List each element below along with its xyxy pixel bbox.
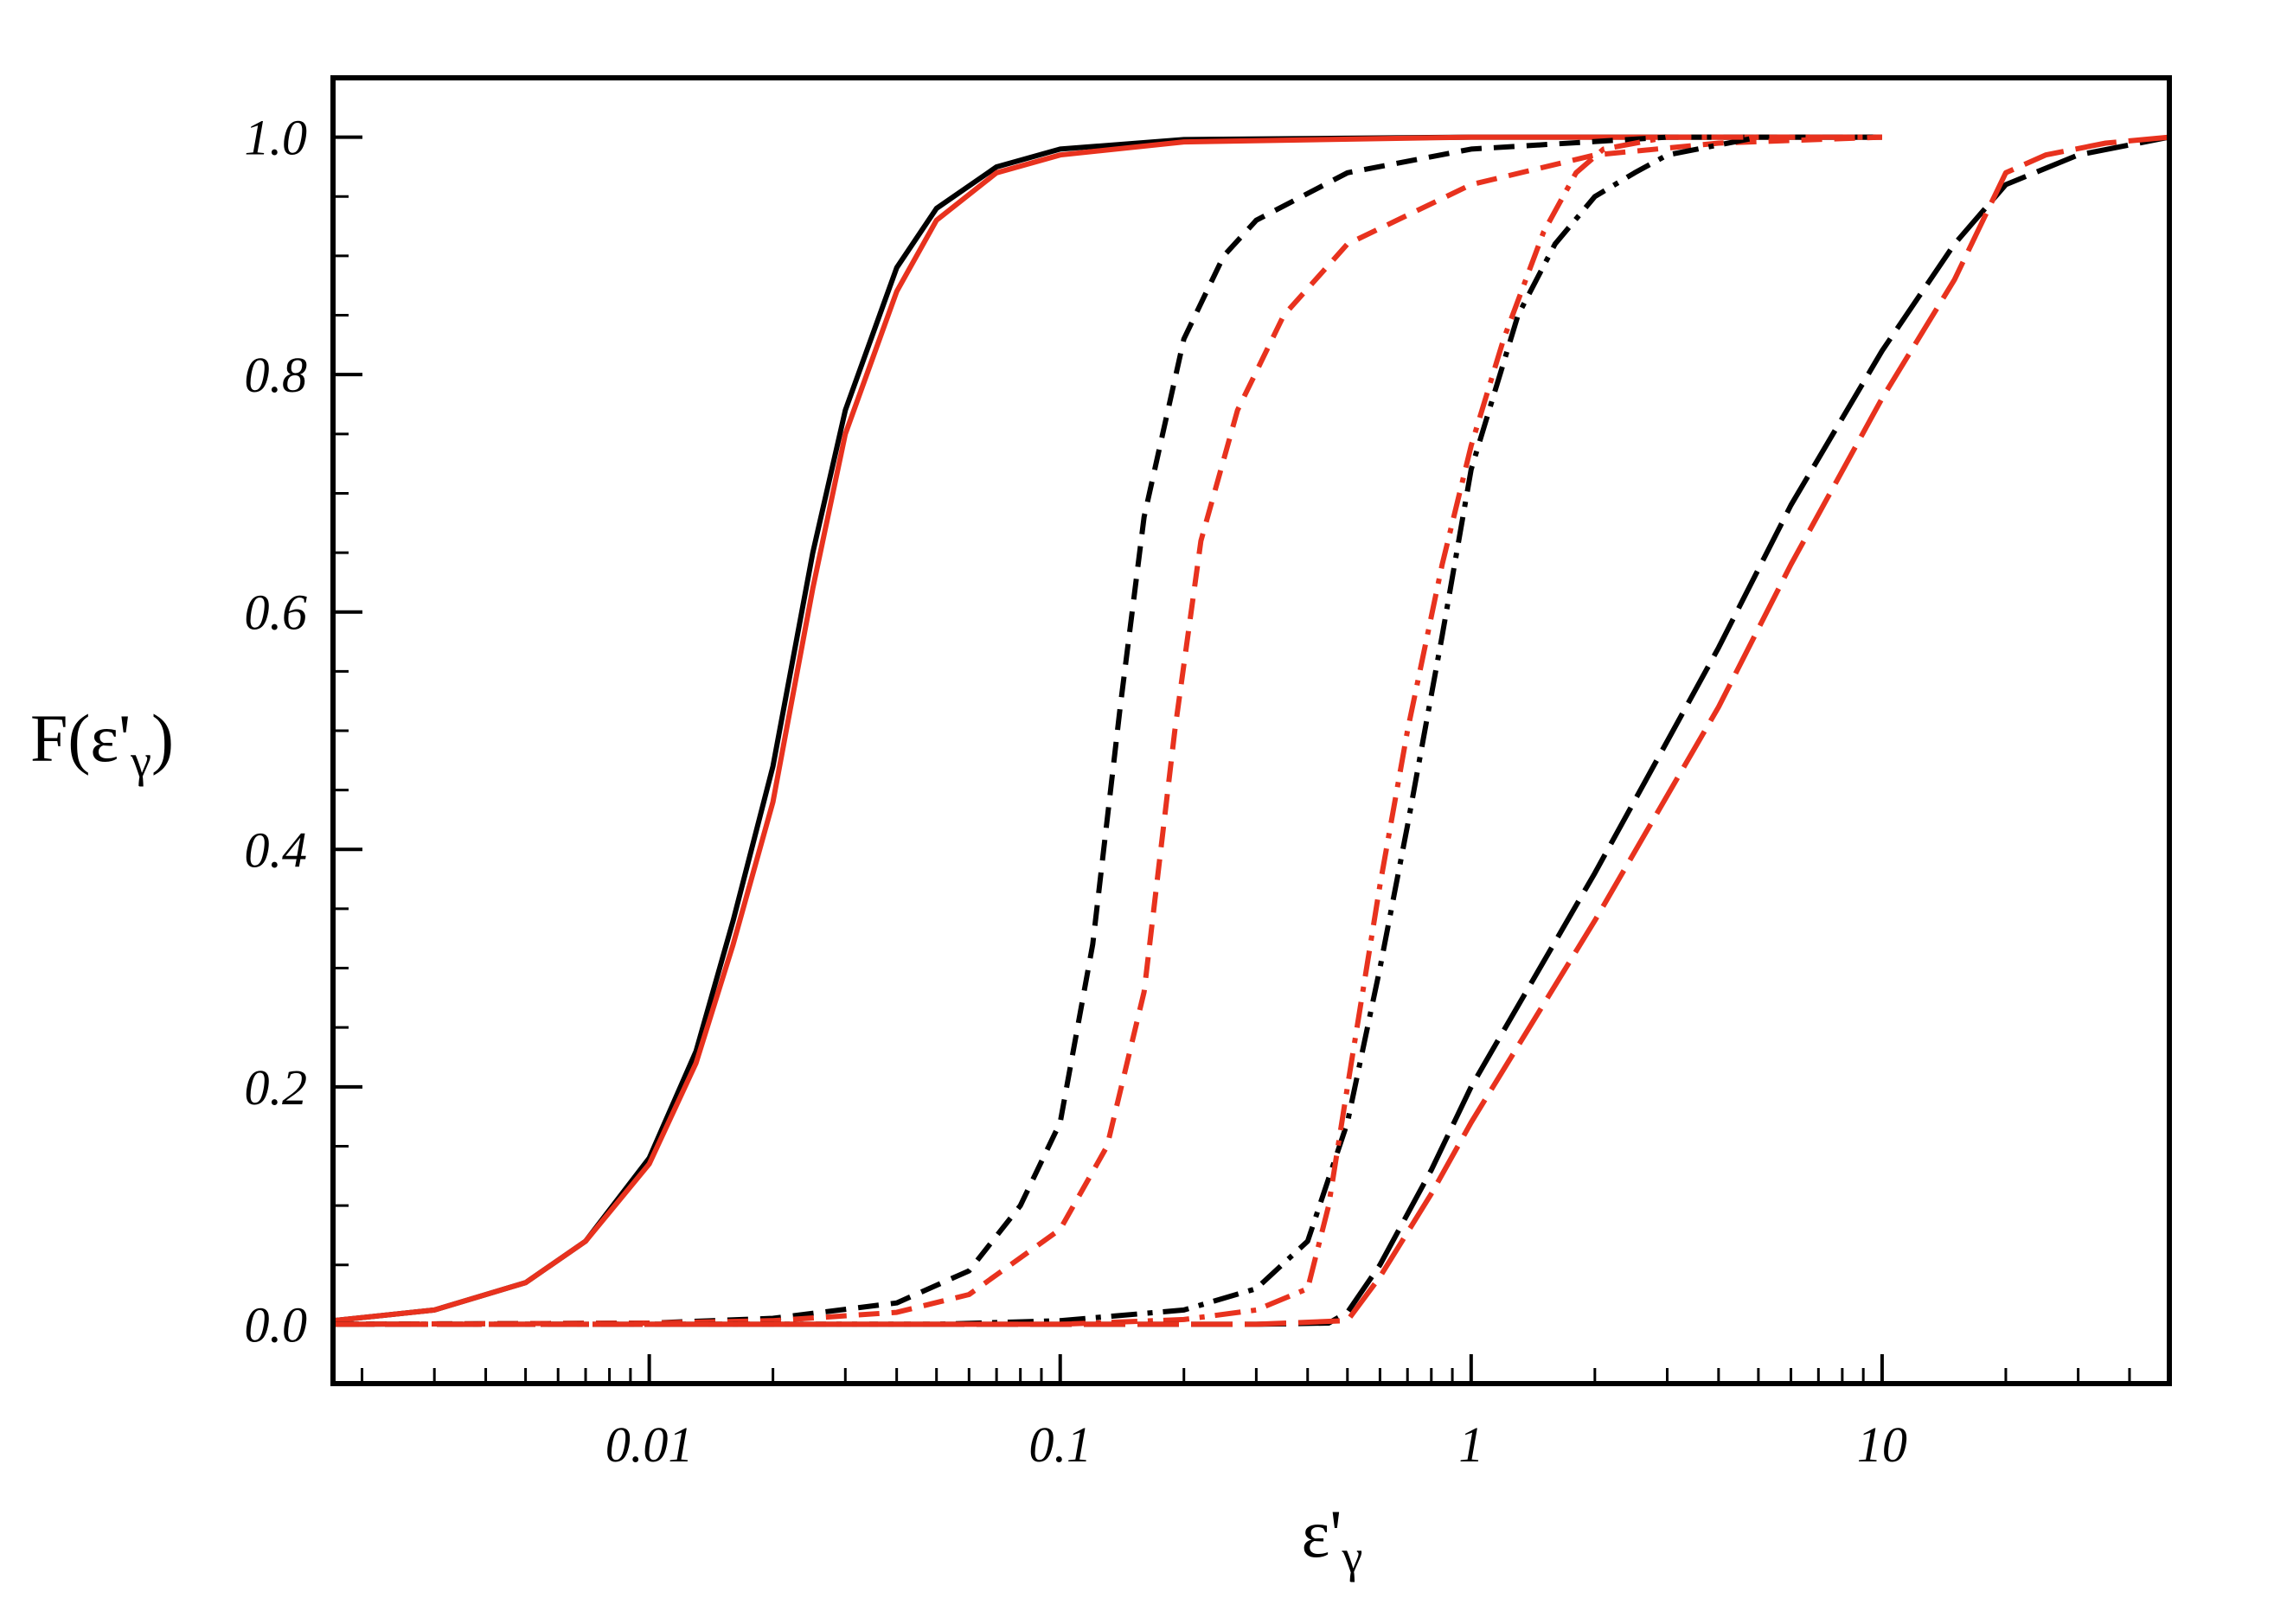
y-tick-label: 0.8 [245, 347, 308, 403]
x-axis-title-sub: γ [1341, 1531, 1362, 1582]
series-line-7 [333, 134, 2170, 1327]
series-line-4 [332, 134, 1883, 1327]
y-tick-label: 0.6 [245, 585, 308, 641]
x-axis-title: ε'γ [1302, 1496, 1363, 1582]
x-tick-label: 0.1 [1028, 1416, 1092, 1473]
x-tick-label: 10 [1857, 1416, 1907, 1473]
plot-frame [330, 75, 2172, 1386]
y-tick-label: 0.2 [245, 1059, 308, 1116]
y-axis-title-suffix: ) [151, 700, 174, 776]
x-axis-title-main: ε' [1302, 1496, 1342, 1571]
series-line-3 [332, 134, 1882, 1327]
series-line-8 [333, 134, 2170, 1327]
x-tick-label: 1 [1458, 1416, 1483, 1473]
x-tick-labels: 0.01 0.1 1 10 [605, 1416, 1907, 1473]
y-tick-label: 1.0 [245, 110, 308, 166]
y-axis-title-prefix: F(ε' [30, 700, 131, 776]
y-tick-label: 0.0 [245, 1296, 308, 1352]
series-line-5 [333, 134, 1759, 1327]
axis-ticks [333, 135, 2171, 1384]
y-axis-title-sub: γ [130, 735, 151, 787]
series-lines [332, 134, 2170, 1327]
series-line-6 [333, 134, 1882, 1327]
series-line-1 [332, 134, 1882, 1324]
y-tick-label: 0.4 [245, 822, 308, 878]
y-tick-labels: 0.0 0.2 0.4 0.6 0.8 1.0 [245, 110, 308, 1353]
series-line-2 [332, 134, 1882, 1324]
y-axis-title: F(ε'γ) [30, 700, 174, 787]
x-tick-label: 0.01 [605, 1416, 694, 1473]
